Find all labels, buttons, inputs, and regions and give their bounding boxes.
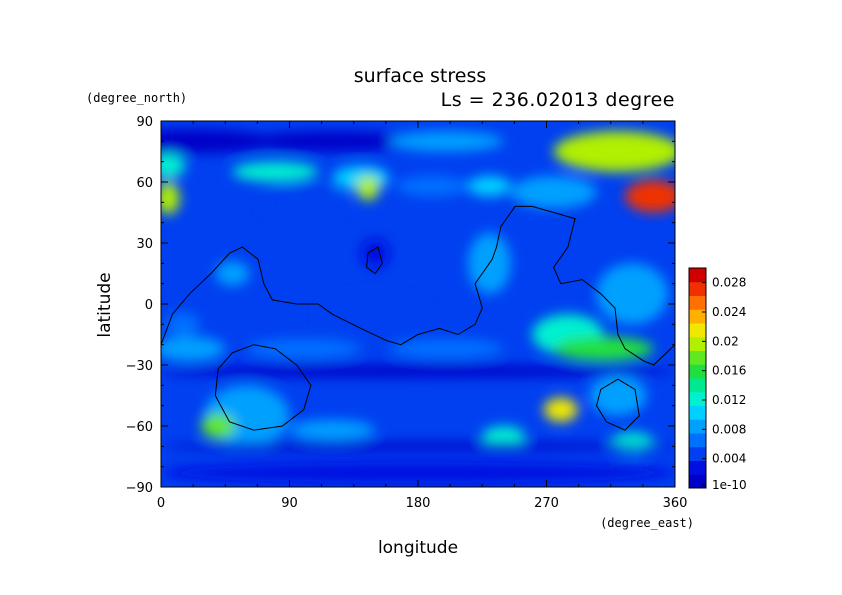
colorbar-swatch — [689, 446, 706, 461]
x-axis: 0 90 180 270 360 — [157, 121, 688, 511]
stress-region-34 — [161, 442, 675, 451]
stress-region-21 — [553, 336, 654, 361]
colorbar-swatch — [689, 378, 706, 393]
x-axis-label: longitude — [378, 538, 458, 558]
stress-region-1 — [246, 131, 418, 152]
stress-region-12 — [467, 175, 511, 197]
stress-region-13 — [260, 186, 347, 219]
y-tick-label: 0 — [145, 298, 153, 313]
y-tick-label: 30 — [136, 237, 153, 252]
heatmap-area — [160, 120, 676, 488]
stress-region-31 — [289, 419, 376, 441]
stress-region-8 — [161, 182, 180, 215]
colorbar-swatch — [689, 309, 706, 324]
contour-line-1 — [366, 246, 383, 275]
stress-region-27 — [200, 413, 236, 439]
stress-region-17 — [596, 263, 668, 325]
stress-region-4 — [232, 161, 319, 182]
colorbar-label: 0.028 — [712, 276, 746, 290]
y-axis-label: latitude — [95, 272, 115, 337]
colorbar-label: 0.024 — [712, 305, 746, 319]
contour-line-3 — [595, 378, 640, 431]
x-tick-label: 180 — [406, 496, 431, 511]
colorbar-swatch — [689, 364, 706, 379]
stress-region-16 — [215, 261, 250, 286]
colorbar-swatch — [689, 350, 706, 365]
colorbar-frame — [688, 267, 707, 489]
chart-title: surface stress — [354, 65, 487, 87]
colorbar-swatch — [689, 295, 706, 310]
stress-region-22 — [161, 336, 226, 361]
x-tick-label: 90 — [281, 496, 298, 511]
stress-region-29 — [589, 375, 647, 416]
y-tick-label: 60 — [136, 176, 153, 191]
y-tick-label: −90 — [126, 481, 153, 496]
colorbar-swatch — [689, 460, 706, 475]
contour-line-2 — [214, 344, 312, 431]
contour-line-0 — [161, 205, 675, 366]
y-axis-unit: (degree_north) — [86, 91, 187, 105]
y-tick-label: −60 — [126, 420, 153, 435]
x-tick-label: 0 — [157, 496, 165, 511]
stress-region-30 — [482, 426, 526, 447]
x-axis-unit: (degree_east) — [600, 516, 694, 530]
colorbar-swatch — [689, 336, 706, 351]
y-axis: 90 60 30 0 −30 −60 −90 — [126, 115, 675, 496]
stress-region-10 — [510, 175, 597, 209]
colorbar-swatch — [689, 281, 706, 296]
chart-subtitle: Ls = 236.02013 degree — [441, 89, 675, 111]
colorbar-label: 0.012 — [712, 393, 746, 407]
colorbar-swatch — [689, 268, 706, 283]
stress-region-2 — [553, 131, 675, 172]
colorbar: 0.028 0.024 0.02 0.016 0.012 0.008 0.004 1e-10 — [688, 267, 747, 492]
stress-region-9 — [625, 179, 675, 213]
stress-region-18 — [165, 312, 200, 337]
stress-region-23 — [246, 338, 361, 359]
stress-region-28 — [543, 397, 578, 422]
stress-region-3 — [389, 131, 504, 152]
y-tick-label: 90 — [136, 115, 153, 130]
stress-region-32 — [610, 432, 654, 453]
colorbar-label: 0.004 — [712, 452, 746, 466]
stress-region-24 — [389, 338, 504, 359]
colorbar-swatch — [689, 433, 706, 448]
stress-region-0 — [161, 129, 276, 154]
stress-region-7 — [356, 175, 380, 201]
colorbar-swatch — [689, 474, 706, 489]
colorbar-swatch — [689, 405, 706, 420]
colorbar-label: 0.02 — [712, 334, 739, 348]
x-tick-label: 360 — [663, 496, 688, 511]
y-tick-label: −30 — [126, 359, 153, 374]
colorbar-swatch — [689, 323, 706, 338]
colorbar-swatch — [689, 391, 706, 406]
stress-region-6 — [161, 153, 186, 178]
x-tick-label: 270 — [534, 496, 559, 511]
stress-region-14 — [360, 238, 390, 268]
stress-region-11 — [396, 175, 468, 197]
colorbar-swatch — [689, 419, 706, 434]
stress-region-33 — [161, 462, 675, 483]
stress-region-25 — [161, 365, 675, 378]
colorbar-label: 1e-10 — [712, 478, 747, 492]
coastline-contours — [161, 205, 675, 431]
colorbar-label: 0.008 — [712, 422, 746, 436]
stress-region-19 — [318, 293, 433, 335]
colorbar-label: 0.016 — [712, 364, 746, 378]
